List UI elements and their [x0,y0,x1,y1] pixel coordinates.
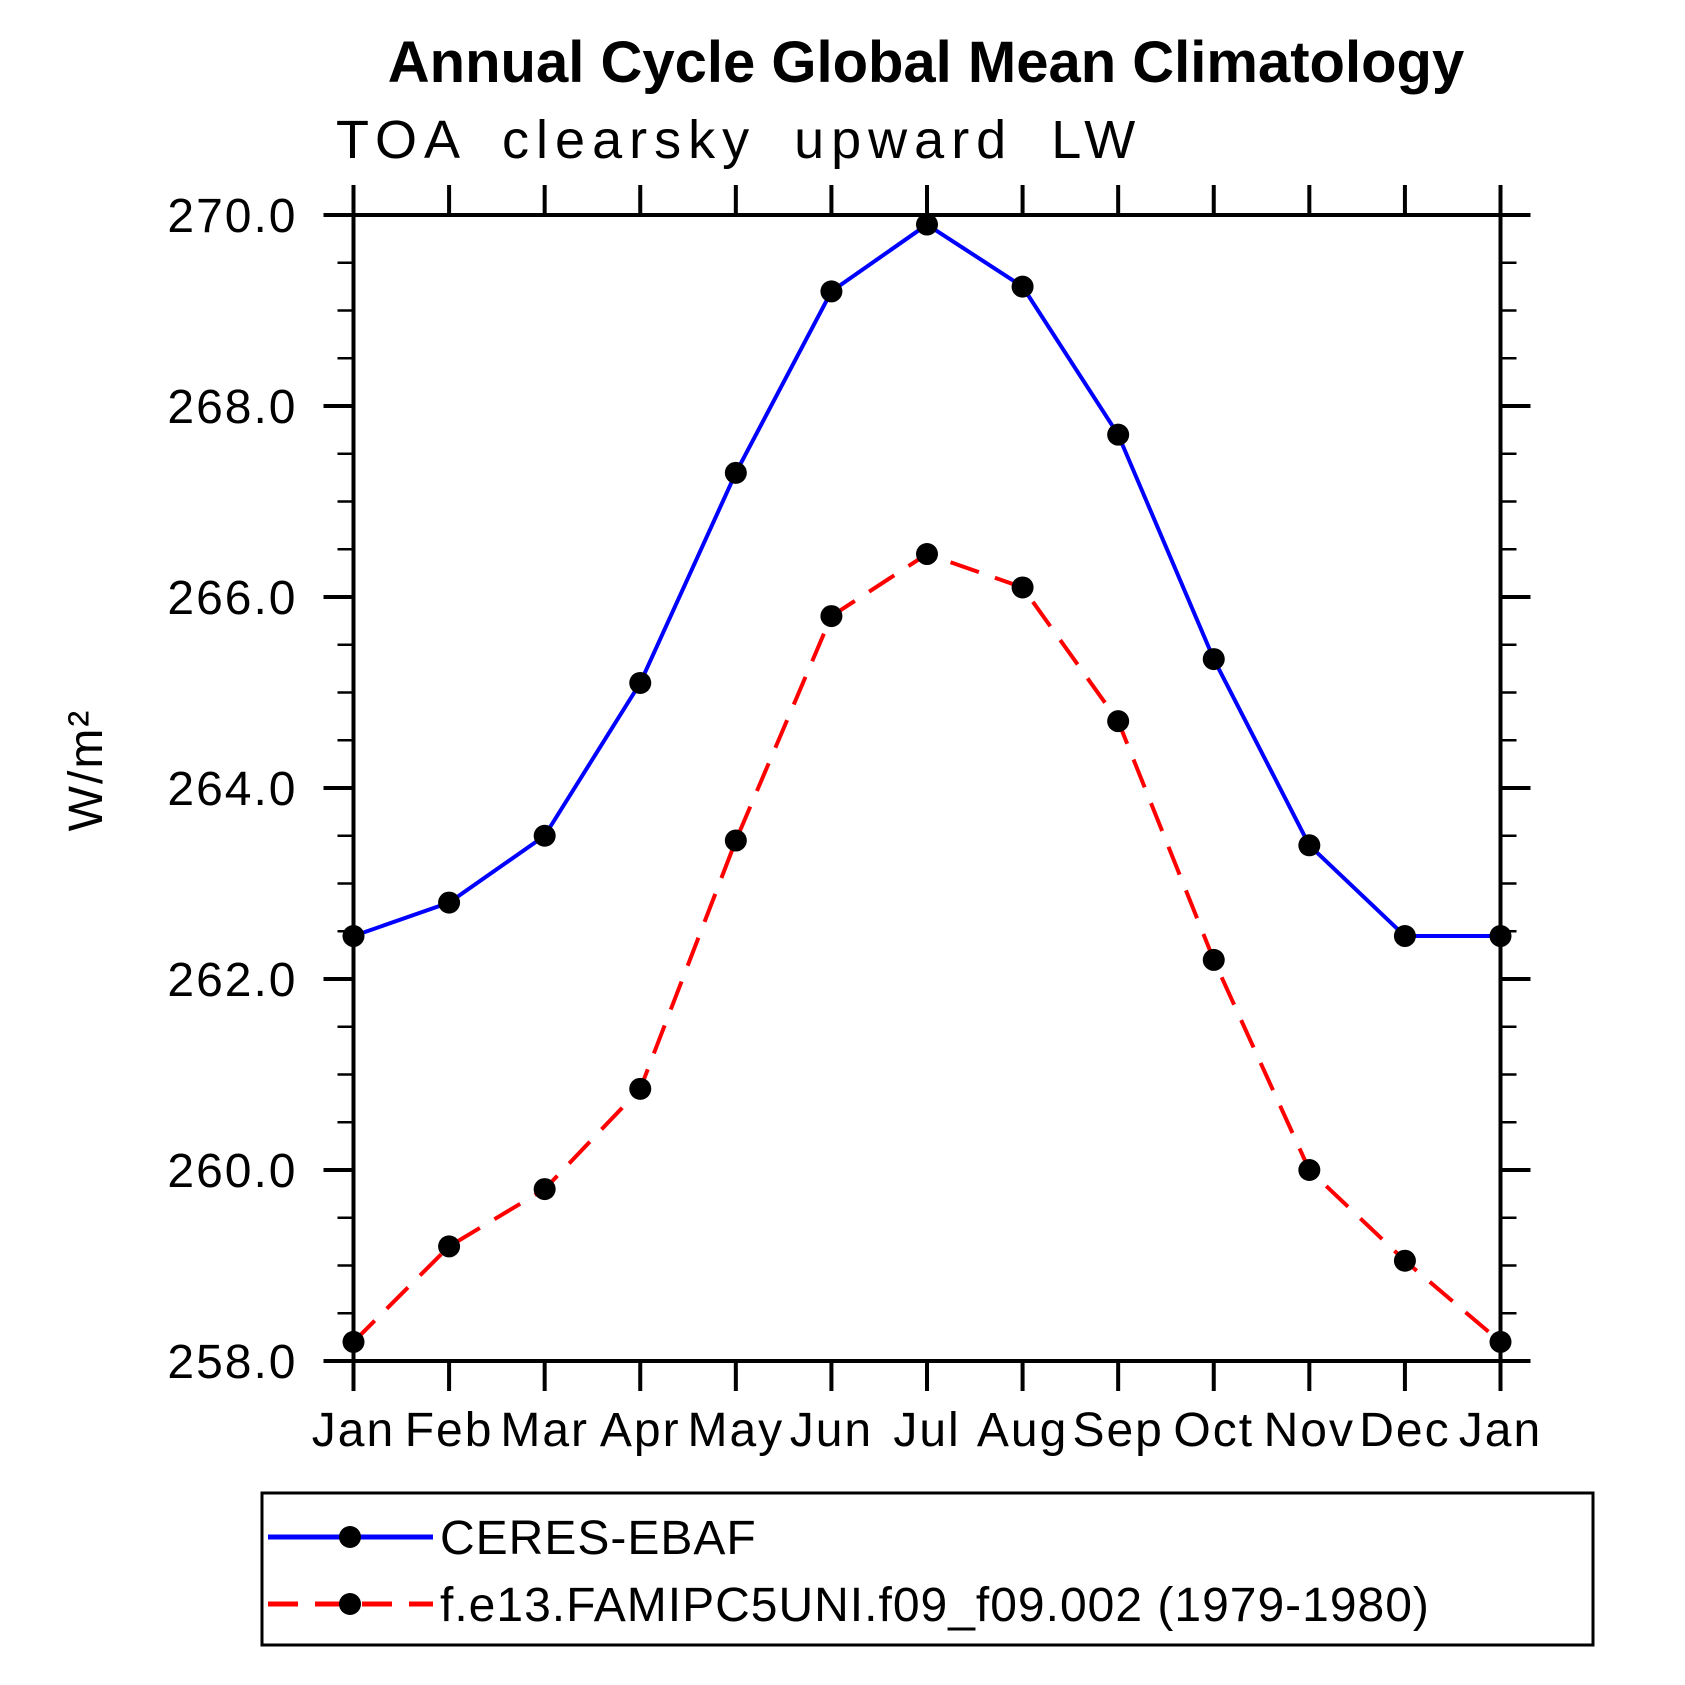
y-tick-label: 258.0 [167,1336,297,1389]
data-point [820,605,843,628]
data-point [1202,948,1225,971]
x-tick-label: Mar [500,1404,589,1457]
x-tick-label: Nov [1264,1404,1355,1457]
data-point [1011,275,1034,298]
data-point [1107,423,1130,446]
x-tick-label: Feb [405,1404,494,1457]
data-point [1202,648,1225,671]
data-point [820,280,843,303]
data-point [1298,1159,1321,1181]
y-axis-title: W/m² [60,709,113,832]
legend-label-ceres: CERES-EBAF [440,1512,757,1565]
data-point [1107,710,1130,733]
x-tick-label: May [687,1404,784,1457]
y-tick-label: 266.0 [167,572,297,625]
x-tick-label: Dec [1359,1404,1450,1457]
data-point [533,824,556,847]
series-line-0 [352,222,1501,939]
chart-title: Annual Cycle Global Mean Climatology [388,30,1464,95]
x-tick-label: Oct [1173,1404,1254,1457]
data-point [916,543,938,566]
x-tick-label: Jun [790,1404,873,1457]
x-tick-label: Sep [1072,1404,1163,1457]
legend-box [260,1491,1595,1647]
data-point [916,213,938,236]
x-tick-label: Jan [312,1404,395,1457]
y-tick-label: 270.0 [167,190,297,243]
series-line-1 [352,552,1502,1344]
legend-label-model: f.e13.FAMIPC5UNI.f09_f09.002 (1979-1980) [440,1579,1430,1632]
data-point [342,1330,365,1353]
chart-subtitle: TOA clearsky upward LW [336,110,1142,170]
legend-marker-ceres [339,1526,361,1548]
y-tick-label: 264.0 [167,763,297,816]
data-point [533,1178,556,1201]
x-tick-label: Jan [1459,1404,1542,1457]
series-lines [342,213,1512,1353]
data-point [1011,576,1034,599]
x-tick-label: Aug [977,1404,1068,1457]
data-point [438,1235,461,1258]
legend: CERES-EBAF f.e13.FAMIPC5UNI.f09_f09.002 … [260,1491,1595,1647]
x-tick-label: Jul [893,1404,960,1457]
data-point [438,891,461,914]
x-tick-labels: Jan Feb Mar Apr May Jun Jul Aug Sep Oct Nov Dec Jan [312,1404,1542,1457]
y-tick-label: 268.0 [167,381,297,434]
data-point [724,461,747,484]
y-tick-label: 262.0 [167,954,297,1007]
axis-ticks [323,185,1531,1391]
x-tick-label: Apr [600,1404,681,1457]
data-point [1393,925,1416,948]
data-point [342,925,365,948]
data-point [1298,834,1321,857]
data-point [629,1077,652,1100]
data-point [724,829,747,852]
legend-marker-model [339,1593,361,1615]
data-point [629,671,652,694]
data-point [1393,1249,1416,1272]
y-tick-label: 260.0 [167,1145,297,1198]
y-tick-labels: 270.0 268.0 266.0 264.0 262.0 260.0 258.0 [167,190,297,1389]
data-point [1489,1330,1512,1353]
data-point [1489,925,1512,948]
